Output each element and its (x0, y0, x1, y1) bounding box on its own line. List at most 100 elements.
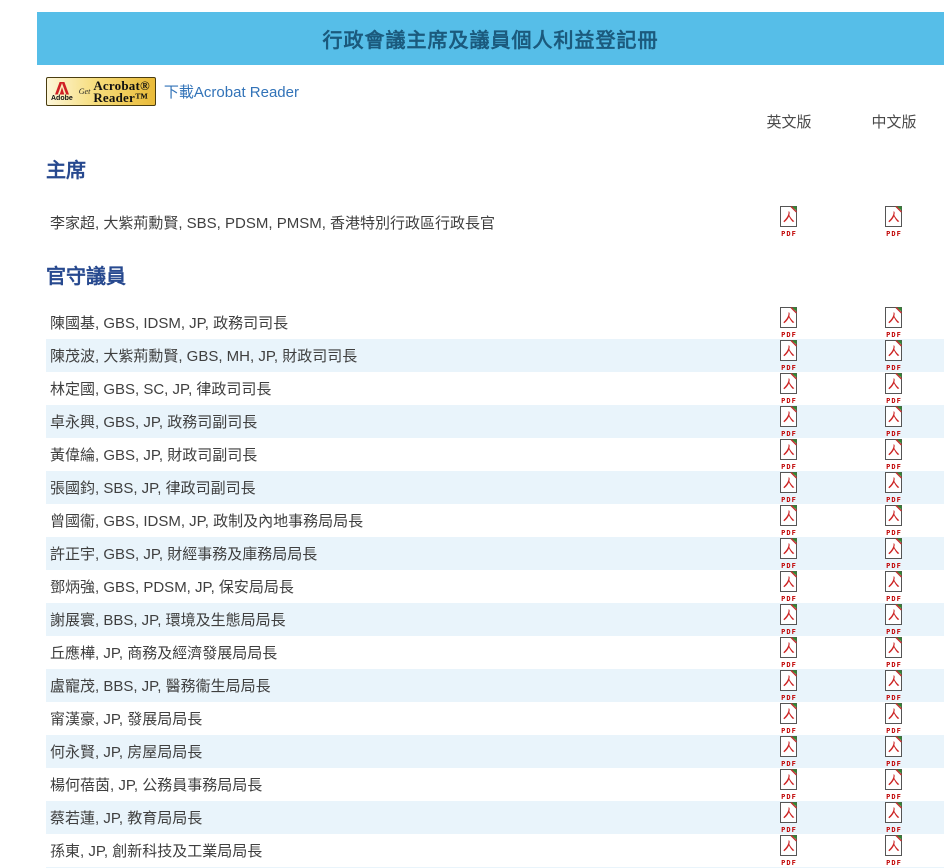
pdf-link-english[interactable]: PDF (780, 702, 798, 735)
pdf-link-english[interactable]: PDF (780, 603, 798, 636)
pdf-link-chinese[interactable]: PDF (885, 504, 903, 537)
member-row: 陳國基, GBS, IDSM, JP, 政務司司長 PDF (46, 306, 944, 339)
english-pdf-cell: PDF (734, 405, 844, 438)
pdf-label: PDF (781, 792, 797, 801)
pdf-icon (885, 603, 903, 630)
download-acrobat-reader-link[interactable]: 下載Acrobat Reader (163, 84, 299, 101)
pdf-link-english[interactable]: PDF (780, 537, 798, 570)
pdf-link-chinese[interactable]: PDF (885, 405, 903, 438)
chinese-pdf-cell: PDF (844, 339, 944, 372)
member-row: 謝展寰, BBS, JP, 環境及生態局局長 PDF (46, 603, 944, 636)
pdf-link-chinese[interactable]: PDF (885, 306, 903, 339)
pdf-link-chinese[interactable]: PDF (885, 537, 903, 570)
pdf-icon (885, 834, 903, 861)
get-acrobat-reader-badge[interactable]: Adobe Get Acrobat® Reader™ (46, 77, 156, 106)
reader-label: Reader™ (93, 89, 149, 105)
pdf-label: PDF (886, 660, 902, 669)
pdf-link-english[interactable]: PDF (780, 372, 798, 405)
member-name: 陳茂波, 大紫荊勳賢, GBS, MH, JP, 財政司司長 (50, 348, 358, 365)
pdf-label: PDF (886, 396, 902, 405)
chinese-pdf-cell: PDF (844, 306, 944, 339)
english-pdf-cell: PDF (734, 702, 844, 735)
chinese-pdf-cell: PDF (844, 768, 944, 801)
pdf-link-english[interactable]: PDF (780, 339, 798, 372)
pdf-link-english[interactable]: PDF (780, 206, 798, 238)
pdf-link-chinese[interactable]: PDF (885, 438, 903, 471)
column-header-english: 英文版 (766, 114, 812, 131)
member-row: 許正宇, GBS, JP, 財經事務及庫務局局長 PDF (46, 537, 944, 570)
pdf-icon (780, 603, 798, 630)
pdf-link-chinese[interactable]: PDF (885, 768, 903, 801)
chinese-pdf-cell: PDF (844, 471, 944, 504)
chinese-pdf-cell: PDF (844, 537, 944, 570)
pdf-icon (885, 768, 903, 795)
member-name: 曾國衞, GBS, IDSM, JP, 政制及內地事務局局長 (50, 513, 364, 530)
acrobat-label: Acrobat® (93, 77, 150, 93)
pdf-link-english[interactable]: PDF (780, 768, 798, 801)
acrobat-reader-wordmark: Acrobat® Reader™ (93, 77, 150, 105)
pdf-link-english[interactable]: PDF (780, 669, 798, 702)
member-row: 黃偉綸, GBS, JP, 財政司副司長 PDF (46, 438, 944, 471)
member-name: 陳國基, GBS, IDSM, JP, 政務司司長 (50, 315, 289, 332)
pdf-link-english[interactable]: PDF (780, 405, 798, 438)
pdf-icon (885, 438, 903, 465)
english-pdf-cell: PDF (734, 669, 844, 702)
member-name: 盧寵茂, BBS, JP, 醫務衞生局局長 (50, 678, 271, 695)
pdf-label: PDF (781, 627, 797, 636)
pdf-icon (885, 537, 903, 564)
pdf-link-chinese[interactable]: PDF (885, 702, 903, 735)
pdf-link-english[interactable]: PDF (780, 471, 798, 504)
pdf-icon (885, 504, 903, 531)
pdf-label: PDF (886, 363, 902, 372)
pdf-label: PDF (886, 429, 902, 438)
member-row: 孫東, JP, 創新科技及工業局局長 PDF (46, 834, 944, 867)
pdf-link-chinese[interactable]: PDF (885, 636, 903, 669)
pdf-link-english[interactable]: PDF (780, 570, 798, 603)
pdf-icon (780, 768, 798, 795)
pdf-link-chinese[interactable]: PDF (885, 372, 903, 405)
pdf-label: PDF (781, 726, 797, 735)
main-content: Adobe Get Acrobat® Reader™ 下載Acrobat Rea… (46, 77, 944, 868)
chinese-pdf-cell: PDF (844, 405, 944, 438)
pdf-label: PDF (781, 495, 797, 504)
member-row: 何永賢, JP, 房屋局局長 PDF (46, 735, 944, 768)
pdf-link-chinese[interactable]: PDF (885, 603, 903, 636)
pdf-link-english[interactable]: PDF (780, 306, 798, 339)
pdf-link-english[interactable]: PDF (780, 636, 798, 669)
pdf-link-chinese[interactable]: PDF (885, 834, 903, 867)
pdf-icon (780, 206, 798, 232)
member-name: 丘應樺, JP, 商務及經濟發展局局長 (50, 645, 278, 662)
member-name: 謝展寰, BBS, JP, 環境及生態局局長 (50, 612, 286, 629)
member-name: 許正宇, GBS, JP, 財經事務及庫務局局長 (50, 546, 318, 563)
pdf-link-english[interactable]: PDF (780, 504, 798, 537)
member-name: 李家超, 大紫荊勳賢, SBS, PDSM, PMSM, 香港特別行政區行政長官 (50, 214, 496, 232)
pdf-link-chinese[interactable]: PDF (885, 206, 903, 238)
chinese-pdf-cell: PDF (844, 504, 944, 537)
pdf-label: PDF (781, 594, 797, 603)
pdf-link-chinese[interactable]: PDF (885, 339, 903, 372)
adobe-label: Adobe (51, 94, 73, 102)
pdf-link-chinese[interactable]: PDF (885, 570, 903, 603)
pdf-icon (780, 471, 798, 498)
english-pdf-cell: PDF (734, 603, 844, 636)
pdf-link-chinese[interactable]: PDF (885, 669, 903, 702)
pdf-link-chinese[interactable]: PDF (885, 471, 903, 504)
page-banner: 行政會議主席及議員個人利益登記冊 (37, 12, 944, 65)
pdf-icon (780, 537, 798, 564)
pdf-link-chinese[interactable]: PDF (885, 735, 903, 768)
column-header-chinese: 中文版 (871, 114, 917, 131)
pdf-icon (780, 801, 798, 828)
member-name: 鄧炳強, GBS, PDSM, JP, 保安局局長 (50, 579, 294, 596)
pdf-link-english[interactable]: PDF (780, 801, 798, 834)
acrobat-reader-row: Adobe Get Acrobat® Reader™ 下載Acrobat Rea… (46, 77, 944, 106)
pdf-label: PDF (781, 825, 797, 834)
chinese-pdf-cell: PDF (844, 801, 944, 834)
pdf-link-english[interactable]: PDF (780, 834, 798, 867)
english-pdf-cell: PDF (734, 206, 844, 238)
adobe-logo-block: Adobe (49, 81, 75, 103)
pdf-link-english[interactable]: PDF (780, 438, 798, 471)
member-name: 何永賢, JP, 房屋局局長 (50, 744, 203, 761)
pdf-link-english[interactable]: PDF (780, 735, 798, 768)
pdf-icon (780, 438, 798, 465)
pdf-link-chinese[interactable]: PDF (885, 801, 903, 834)
